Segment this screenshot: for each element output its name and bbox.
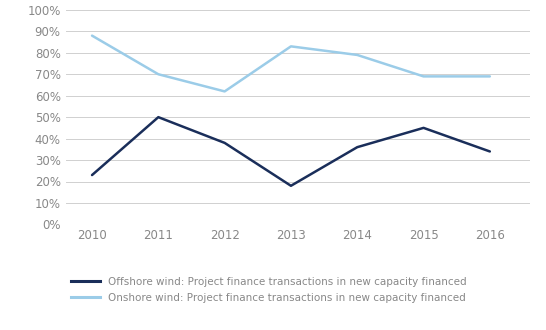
Legend: Offshore wind: Project finance transactions in new capacity financed, Onshore wi: Offshore wind: Project finance transacti…	[71, 277, 467, 303]
